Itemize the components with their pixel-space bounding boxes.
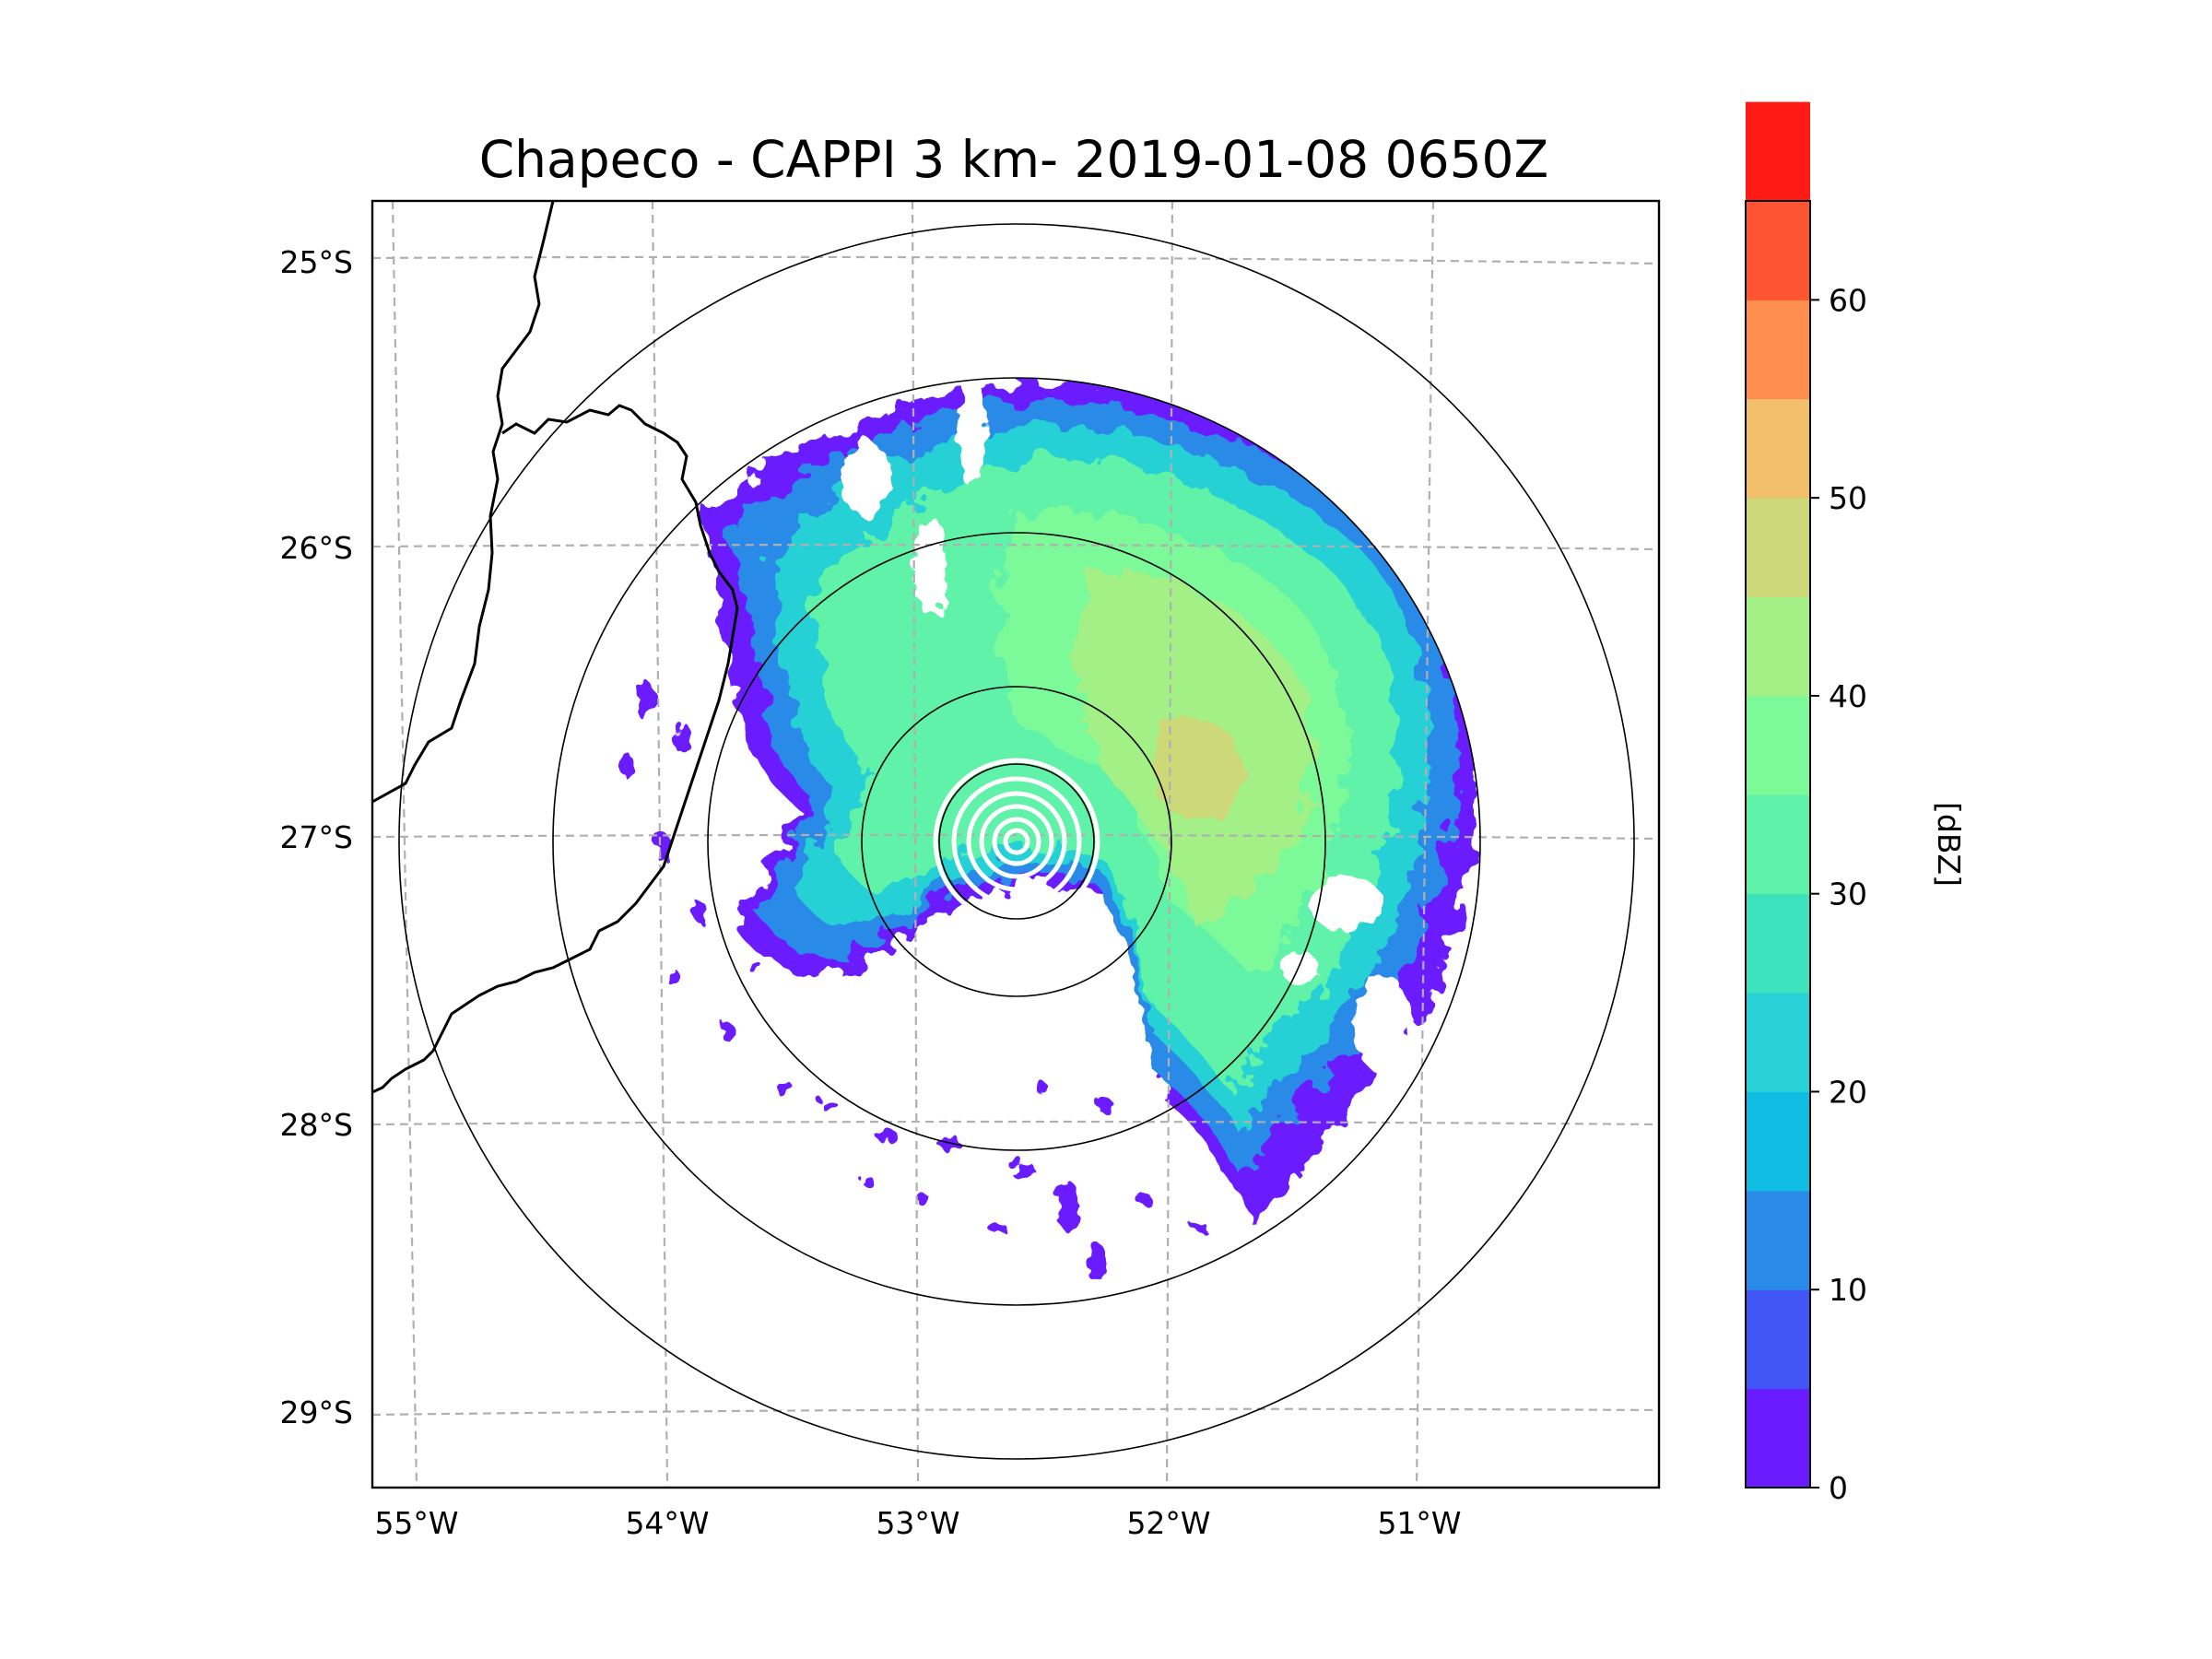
colorbar-tick-label: 40: [1829, 678, 1867, 714]
lon-tick-label: 52°W: [1126, 1505, 1210, 1541]
echo-gap: [914, 516, 947, 618]
map-border: [371, 199, 1661, 1489]
colorbar-segment: [1746, 1289, 1810, 1390]
colorbar-segment: [1746, 201, 1810, 300]
colorbar-segment: [1746, 794, 1810, 895]
colorbar-segment: [1746, 101, 1810, 202]
gridline-lat-25: [372, 255, 1659, 265]
gridline-lat-27: [372, 833, 1659, 841]
gridline-lon-52: [1165, 201, 1174, 1488]
lat-tick-label: 26°S: [280, 530, 353, 566]
gridline-lon-54: [651, 201, 669, 1488]
political-borders: [372, 201, 739, 1094]
colorbar-tick-label: 50: [1829, 480, 1867, 516]
lon-tick-label: 51°W: [1377, 1505, 1461, 1541]
lat-tick-labels: 25°S 26°S 27°S 28°S 29°S: [280, 244, 353, 1430]
range-ring-300: [552, 377, 1481, 1306]
colorbar-segment: [1746, 993, 1810, 1092]
colorbar-segment: [1746, 398, 1810, 499]
colorbar-segments: [1746, 101, 1810, 1488]
lon-tick-label: 53°W: [876, 1505, 959, 1541]
range-ring-400: [398, 223, 1635, 1460]
colorbar-segment: [1746, 498, 1810, 598]
colorbar-ticks: 0 10 20 30 40 50 60: [1810, 282, 1867, 1506]
colorbar-tick-label: 60: [1829, 282, 1867, 318]
colorbar-segment: [1746, 596, 1810, 697]
radar-site-rings: [933, 758, 1100, 925]
colorbar-tick-label: 10: [1829, 1272, 1867, 1308]
echo-peak: [1153, 716, 1245, 820]
colorbar-segment: [1746, 893, 1810, 994]
colorbar-segment: [1746, 1190, 1810, 1290]
colorbar-tick-label: 30: [1829, 877, 1867, 912]
lat-tick-label: 27°S: [280, 819, 353, 855]
lat-tick-label: 28°S: [280, 1107, 353, 1143]
lat-tick-label: 25°S: [280, 244, 353, 280]
colorbar-tick-label: 0: [1829, 1470, 1848, 1506]
colorbar-segment: [1746, 1091, 1810, 1192]
colorbar-segment: [1746, 300, 1810, 400]
lat-tick-label: 29°S: [280, 1394, 353, 1430]
colorbar-frame: [1745, 200, 1811, 1488]
map-axes: 25°S 26°S 27°S 28°S 29°S 55°W 54°W 53°W …: [280, 199, 1661, 1541]
range-rings: [398, 223, 1635, 1460]
lon-tick-labels: 55°W 54°W 53°W 52°W 51°W: [374, 1505, 1461, 1541]
border-brazil-argentina: [372, 404, 739, 1094]
gridline-lon-53: [911, 201, 920, 1488]
figure-title: Chapeco - CAPPI 3 km- 2019-01-08 0650Z: [479, 130, 1548, 189]
colorbar-segment: [1746, 1388, 1810, 1488]
border-argentina-paraguay: [372, 201, 555, 804]
gridline-lat-26: [372, 543, 1659, 551]
colorbar-segment: [1746, 695, 1810, 795]
lon-tick-label: 54°W: [625, 1505, 709, 1541]
echo-gap: [1309, 876, 1382, 931]
lon-tick-label: 55°W: [374, 1505, 458, 1541]
echo-gap: [1281, 951, 1318, 984]
gridline-lat-29: [372, 1407, 1659, 1417]
range-ring-200: [707, 532, 1326, 1151]
range-ring-100: [861, 686, 1172, 997]
range-ring-50: [938, 763, 1095, 920]
gridline-lat-28: [372, 1120, 1659, 1126]
gridline-lon-55: [391, 201, 418, 1488]
gridlines: [372, 201, 1659, 1488]
colorbar: 0 10 20 30 40 50 60 [dBZ]: [1745, 101, 1967, 1506]
gridline-lon-51: [1415, 201, 1435, 1488]
colorbar-label: [dBZ]: [1931, 802, 1967, 887]
echo-gap: [841, 442, 892, 516]
colorbar-tick-label: 20: [1829, 1074, 1867, 1110]
echo-gap: [959, 378, 985, 488]
echo-gap: [1355, 972, 1410, 1074]
